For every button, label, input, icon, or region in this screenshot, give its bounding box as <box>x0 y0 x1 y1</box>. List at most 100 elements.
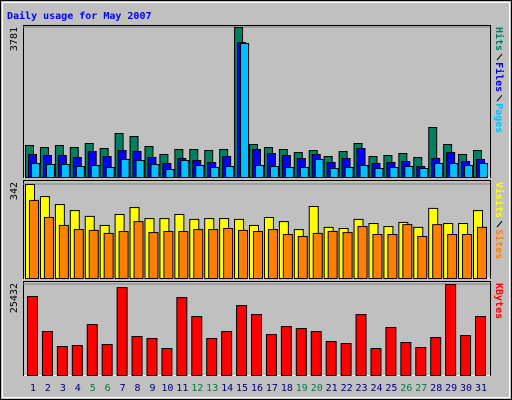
x-tick-label: 13 <box>206 383 218 394</box>
bar <box>370 348 382 377</box>
bar <box>135 160 145 179</box>
bar <box>105 167 115 178</box>
x-tick-label: 3 <box>60 383 66 394</box>
x-tick-label: 14 <box>221 383 233 394</box>
bar <box>447 234 458 279</box>
legend-label: Visits <box>493 182 505 218</box>
bar <box>73 229 84 279</box>
x-tick-label: 23 <box>356 383 368 394</box>
x-tick-label: 30 <box>460 383 472 394</box>
bar <box>165 168 175 179</box>
bar <box>148 232 159 279</box>
bar <box>464 165 474 178</box>
bar <box>267 229 278 279</box>
bar <box>116 287 128 377</box>
bar <box>193 229 204 279</box>
bar <box>475 316 486 377</box>
bar <box>75 166 85 179</box>
x-tick-label: 17 <box>266 383 278 394</box>
x-tick-label: 6 <box>105 383 111 394</box>
bar <box>255 165 264 178</box>
bar <box>415 347 427 376</box>
y-tick-label: 25432 <box>9 283 20 313</box>
bar <box>419 167 429 178</box>
legend-label: Hits <box>493 27 505 51</box>
bar <box>29 199 39 279</box>
bar <box>45 163 55 178</box>
x-tick-label: 20 <box>311 383 323 394</box>
x-tick-label: 15 <box>236 383 248 394</box>
legend-separator <box>496 94 503 102</box>
bar <box>58 224 69 279</box>
legend-label: KBytes <box>493 283 504 319</box>
bar <box>208 229 219 279</box>
x-tick-label: 5 <box>90 383 96 394</box>
bar <box>131 336 143 376</box>
bar <box>101 344 113 377</box>
x-tick-label: 16 <box>251 383 263 394</box>
bar <box>460 335 472 377</box>
bar <box>284 167 294 178</box>
bar <box>163 231 174 279</box>
bar <box>282 234 293 279</box>
x-tick-label: 27 <box>415 383 427 394</box>
bar <box>325 341 337 377</box>
bar <box>417 235 428 280</box>
bar <box>161 348 173 377</box>
bar <box>389 167 399 178</box>
x-tick-label: 22 <box>341 383 353 394</box>
y-tick-label: 3781 <box>9 27 20 51</box>
x-tick-label: 28 <box>430 383 442 394</box>
bar <box>449 162 459 179</box>
x-tick-label: 8 <box>135 383 141 394</box>
legend-label: Pages <box>493 103 504 133</box>
bar <box>41 331 53 376</box>
legend-label: Sites <box>493 229 505 259</box>
bar <box>357 226 368 279</box>
x-tick-label: 19 <box>296 383 308 394</box>
x-tick-label: 25 <box>385 383 397 394</box>
bar <box>327 231 338 279</box>
bar <box>251 314 262 377</box>
bar <box>191 316 203 377</box>
bar <box>221 331 233 376</box>
x-tick-label: 21 <box>326 383 338 394</box>
x-tick-label: 29 <box>445 383 457 394</box>
x-tick-label: 9 <box>149 383 155 394</box>
bar <box>71 345 83 376</box>
bar <box>103 232 114 280</box>
bar <box>280 326 292 376</box>
bar <box>269 166 279 179</box>
legend-separator <box>496 220 503 228</box>
bar <box>374 167 384 178</box>
bar <box>400 342 412 376</box>
bar <box>150 163 160 178</box>
bar <box>31 162 40 179</box>
bar <box>430 337 442 376</box>
bar <box>355 314 367 377</box>
bar <box>299 167 309 178</box>
bar <box>60 163 70 178</box>
bar <box>206 338 218 377</box>
bar <box>253 231 263 279</box>
bar <box>210 167 220 178</box>
bar <box>359 165 369 178</box>
bar <box>120 158 130 178</box>
bar <box>43 216 54 279</box>
y-tick-label: 342 <box>9 182 20 200</box>
legend-separator <box>496 53 503 61</box>
x-tick-label: 1 <box>30 383 36 394</box>
bar <box>240 43 250 178</box>
bar <box>88 229 99 280</box>
bar <box>176 297 188 377</box>
bar <box>404 166 414 179</box>
bar <box>402 224 413 280</box>
x-tick-label: 12 <box>191 383 203 394</box>
bar <box>310 331 322 376</box>
x-tick-label: 11 <box>176 383 188 394</box>
bar <box>462 234 473 279</box>
bar <box>56 346 68 377</box>
x-tick-label: 4 <box>75 383 81 394</box>
